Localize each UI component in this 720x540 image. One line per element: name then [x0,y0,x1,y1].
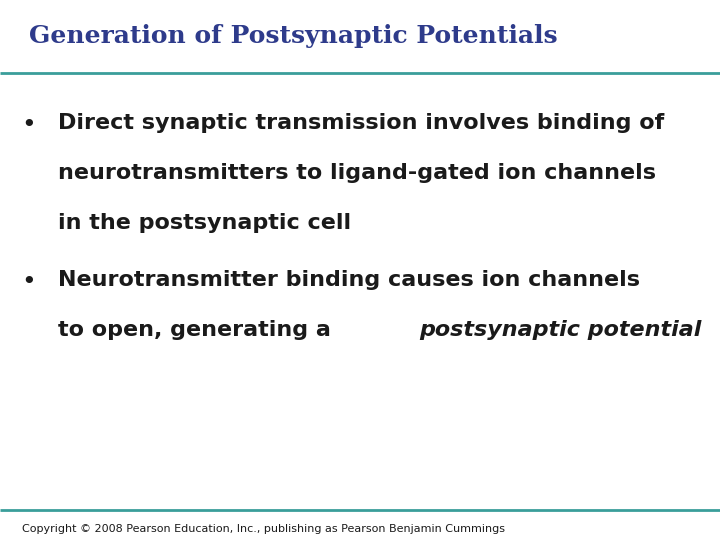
Text: postsynaptic potential: postsynaptic potential [420,320,702,340]
Text: neurotransmitters to ligand-gated ion channels: neurotransmitters to ligand-gated ion ch… [58,163,656,183]
Text: in the postsynaptic cell: in the postsynaptic cell [58,213,351,233]
Text: •: • [22,113,36,137]
Text: •: • [22,270,36,294]
Text: Direct synaptic transmission involves binding of: Direct synaptic transmission involves bi… [58,113,664,133]
Text: Copyright © 2008 Pearson Education, Inc., publishing as Pearson Benjamin Cumming: Copyright © 2008 Pearson Education, Inc.… [22,523,505,534]
Text: Generation of Postsynaptic Potentials: Generation of Postsynaptic Potentials [29,24,557,48]
Text: to open, generating a: to open, generating a [58,320,338,340]
Text: Neurotransmitter binding causes ion channels: Neurotransmitter binding causes ion chan… [58,270,639,290]
